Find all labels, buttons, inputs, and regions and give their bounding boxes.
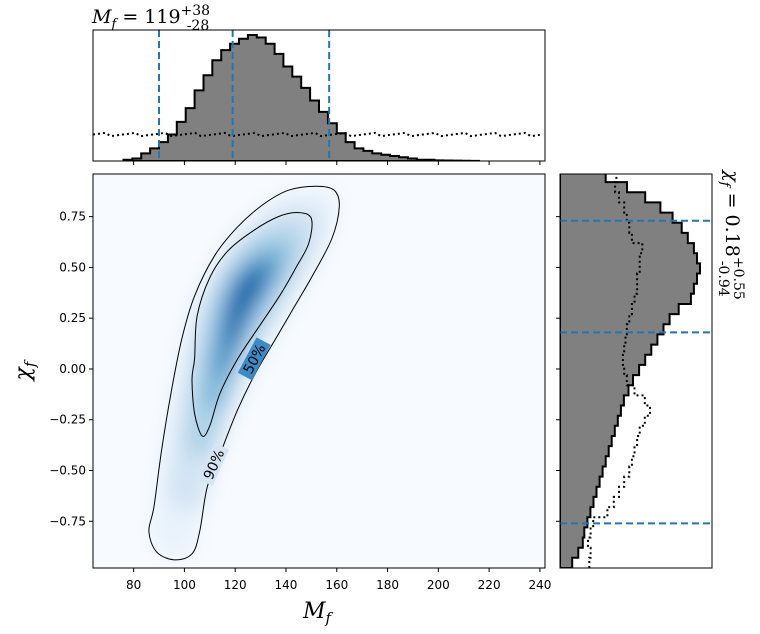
contour-90-line bbox=[148, 185, 340, 561]
x-tick-label: 160 bbox=[325, 578, 348, 592]
y-tick-label: −0.75 bbox=[49, 514, 86, 528]
y-tick-label: 0.50 bbox=[59, 260, 86, 274]
spin-marginal-ticks bbox=[556, 216, 560, 522]
y-tick-label: 0.00 bbox=[59, 362, 86, 376]
x-tick-label: 200 bbox=[427, 578, 450, 592]
mass-marginal-frame bbox=[92, 29, 546, 162]
y-tick-label: −0.50 bbox=[49, 464, 86, 478]
mass-marginal-panel: Mf = 119+38 -28 bbox=[91, 3, 546, 165]
credible-contours bbox=[148, 185, 340, 561]
mass-marginal-ticks bbox=[133, 161, 541, 165]
x-tick-label: 100 bbox=[173, 578, 196, 592]
y-axis-label: χf bbox=[11, 359, 39, 382]
mass-histogram bbox=[93, 30, 544, 161]
spin-marginal-title: χf = 0.18+0.55-0.94 bbox=[715, 168, 746, 300]
y-tick-label: 0.25 bbox=[59, 311, 86, 325]
y-tick-label: 0.75 bbox=[59, 210, 86, 224]
mass-marginal-title: Mf = 119+38 -28 bbox=[91, 3, 210, 34]
mass-posterior-histogram bbox=[122, 34, 480, 161]
x-tick-label: 240 bbox=[528, 578, 551, 592]
x-tick-label: 180 bbox=[376, 578, 399, 592]
density-layer-5 bbox=[214, 258, 276, 378]
contour-50-line bbox=[191, 212, 313, 437]
contour-labels: 50%90% bbox=[198, 337, 271, 486]
y-tick-label: −0.25 bbox=[49, 413, 86, 427]
spin-posterior-histogram bbox=[560, 174, 701, 568]
x-tick-label: 80 bbox=[126, 578, 141, 592]
contour-label-gap bbox=[237, 337, 271, 381]
x-axis-label: Mf bbox=[302, 599, 334, 627]
spin-marginal-frame bbox=[559, 173, 713, 569]
x-tick-label: 220 bbox=[478, 578, 501, 592]
spin-marginal-panel: χf = 0.18+0.55-0.94 bbox=[556, 168, 746, 569]
contour-label-gap bbox=[198, 442, 230, 486]
x-tick-label: 140 bbox=[275, 578, 298, 592]
x-tick-label: 120 bbox=[224, 578, 247, 592]
density-layer-6 bbox=[226, 270, 265, 346]
joint-density-panel: 50%90% 80 100 120 140 160 180 200 220 240 0.750.… bbox=[11, 173, 551, 627]
joint-y-ticks: 0.75 0.50 0.25 0.00 −0.25 −0.50 −0.75 bbox=[49, 210, 93, 528]
joint-frame bbox=[92, 173, 546, 569]
spin-histogram bbox=[560, 174, 712, 568]
joint-x-ticks: 80 100 120 140 160 180 200 220 240 bbox=[126, 568, 551, 592]
